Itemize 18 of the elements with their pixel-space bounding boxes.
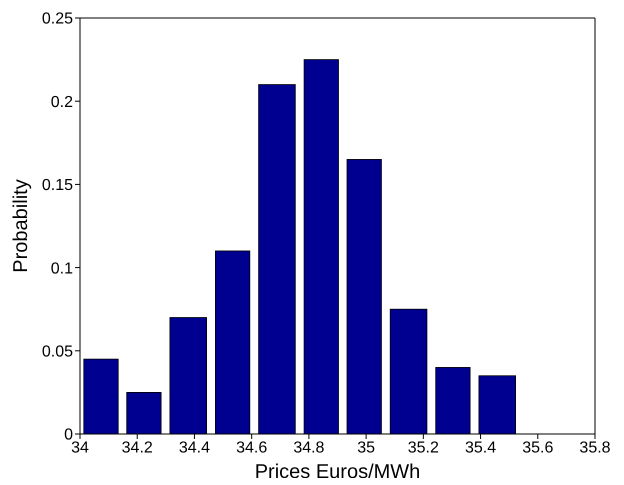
x-tick-label: 34 [71,439,89,456]
y-tick-label: 0.05 [42,343,74,360]
x-tick-label: 35.2 [408,439,440,456]
y-tick-label: 0.1 [50,260,74,278]
y-tick-label: 0.25 [42,10,74,28]
x-tick-label: 34.6 [236,439,268,456]
x-tick-label: 35.8 [579,439,611,456]
x-tick-label: 35.4 [464,439,496,456]
x-axis-title: Prices Euros/MWh [254,461,420,483]
x-tick-label: 34.4 [178,439,210,456]
y-tick-label: 0 [64,426,74,444]
x-tick-label: 35 [357,439,376,456]
y-tick-label: 0.2 [50,94,74,111]
y-tick-label: 0.15 [42,177,74,194]
x-tick-label: 34.8 [293,439,325,456]
y-axis-title: Probability [10,179,32,273]
x-tick-label: 35.6 [522,439,554,456]
x-tick-label: 34.2 [122,439,153,456]
